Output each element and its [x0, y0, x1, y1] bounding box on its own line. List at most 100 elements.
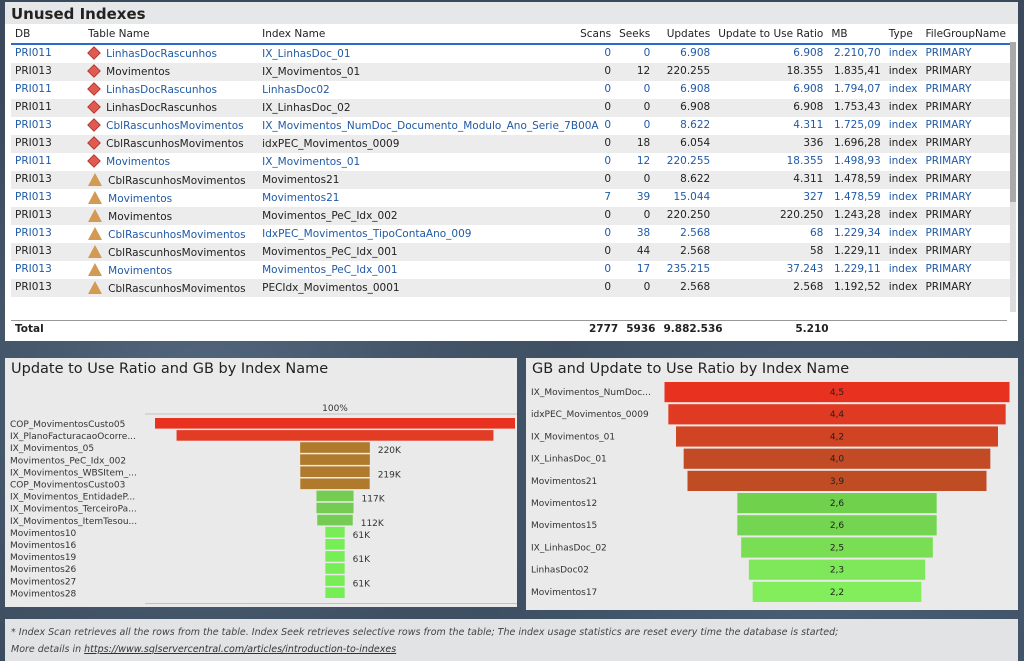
- cell-ratio: 37.243: [714, 261, 828, 279]
- category-label: IX_PlanoFacturacaoOcorre...: [10, 432, 136, 442]
- column-header[interactable]: DB: [11, 24, 85, 45]
- cell-updates: 2.568: [654, 225, 715, 243]
- table-row[interactable]: PRI013 Movimentos Movimentos_PeC_Idx_002 0 0…: [11, 207, 1010, 225]
- funnel-bar[interactable]: [668, 404, 1006, 425]
- funnel-bar[interactable]: [325, 563, 345, 574]
- table-row[interactable]: PRI013 CblRascunhosMovimentos Movimentos_P…: [11, 243, 1010, 261]
- funnel-bar[interactable]: [300, 442, 370, 453]
- funnel-bar[interactable]: [741, 537, 933, 558]
- cell-mb: 2.210,70: [827, 44, 885, 63]
- funnel-bar[interactable]: [317, 514, 353, 526]
- table-row[interactable]: PRI011 LinhasDocRascunhos LinhasDoc02 0 0 6.9…: [11, 81, 1010, 99]
- cell-ratio: 2.568: [714, 279, 828, 297]
- cell-index: IX_LinhasDoc_02: [258, 99, 577, 117]
- column-header[interactable]: FileGroupName: [921, 24, 1010, 45]
- cell-db: PRI013: [11, 63, 85, 81]
- table-row[interactable]: PRI013 CblRascunhosMovimentos PECIdx_Movim…: [11, 279, 1010, 297]
- funnel-bar[interactable]: [737, 515, 937, 536]
- total-scans: 2777: [585, 320, 623, 339]
- funnel-bar[interactable]: [683, 448, 991, 469]
- cell-mb: 1.725,09: [827, 117, 885, 135]
- funnel-bar[interactable]: [316, 502, 354, 514]
- more-details-link[interactable]: https://www.sqlservercentral.com/article…: [84, 644, 397, 655]
- data-label: 4,4: [830, 410, 845, 420]
- funnel-bar[interactable]: [325, 551, 345, 562]
- table-row[interactable]: PRI013 CblRascunhosMovimentos IdxPEC_Movim…: [11, 225, 1010, 243]
- cell-seeks: 0: [615, 207, 655, 225]
- table-row[interactable]: PRI013 Movimentos IX_Movimentos_01 0 12 220.2…: [11, 63, 1010, 81]
- table-name-text: Movimentos: [108, 265, 173, 277]
- category-label: IX_Movimentos_05: [10, 444, 94, 454]
- cell-db: PRI011: [11, 81, 85, 99]
- funnel-chart-gb-panel: GB and Update to Use Ratio by Index Name…: [526, 358, 1018, 610]
- cell-index: IX_Movimentos_01: [258, 153, 577, 171]
- table-name-text: CblRascunhosMovimentos: [108, 229, 246, 241]
- funnel-bar[interactable]: [325, 587, 345, 598]
- funnel-bar[interactable]: [300, 466, 370, 477]
- column-header[interactable]: Table Name: [84, 24, 259, 45]
- table-row[interactable]: PRI013 CblRascunhosMovimentos Movimentos21…: [11, 171, 1010, 189]
- table-row[interactable]: PRI013 Movimentos Movimentos_PeC_Idx_001 0 1…: [11, 261, 1010, 279]
- funnel-bar[interactable]: [325, 539, 345, 550]
- funnel-bar[interactable]: [300, 454, 370, 465]
- table-row[interactable]: PRI011 Movimentos IX_Movimentos_01 0 12 220.2…: [11, 153, 1010, 171]
- funnel-bar[interactable]: [325, 526, 345, 538]
- total-empty: [926, 320, 1007, 339]
- table-scroll-area[interactable]: DB Table Name Index Name Scans Seeks Updates U…: [5, 24, 1018, 324]
- funnel-chart-gb: IX_Movimentos_NumDoc... 4,5 idxPEC_Movimen…: [531, 382, 1010, 602]
- column-header[interactable]: Scans: [576, 24, 616, 45]
- funnel-bar[interactable]: [752, 581, 922, 602]
- category-label: Movimentos10: [10, 529, 77, 539]
- data-label: 2,6: [830, 521, 845, 531]
- funnel-bar[interactable]: [737, 493, 937, 514]
- table-row[interactable]: PRI013 Movimentos Movimentos21 7 39 15.044 327…: [11, 189, 1010, 207]
- cell-ratio: 18.355: [714, 63, 828, 81]
- cell-mb: 1.498,93: [827, 153, 885, 171]
- column-header[interactable]: Seeks: [615, 24, 655, 45]
- category-label: IX_Movimentos_01: [531, 432, 615, 442]
- funnel-bar[interactable]: [664, 382, 1010, 403]
- table-name-text: Movimentos: [106, 156, 171, 168]
- table-row[interactable]: PRI011 LinhasDocRascunhos IX_LinhasDoc_01 0…: [11, 44, 1010, 63]
- funnel-bar[interactable]: [300, 478, 370, 490]
- column-header[interactable]: Type: [884, 24, 922, 45]
- funnel-bar[interactable]: [176, 430, 494, 441]
- funnel-bar[interactable]: [325, 575, 345, 586]
- data-label: 219K: [378, 470, 402, 480]
- cell-ratio: 68: [714, 225, 828, 243]
- cell-mb: 1.243,28: [827, 207, 885, 225]
- funnel-bar[interactable]: [155, 418, 515, 429]
- cell-mb: 1.229,34: [827, 225, 885, 243]
- cell-type: index: [884, 44, 922, 63]
- cell-ratio: 220.250: [714, 207, 828, 225]
- orange-triangle-icon: [88, 263, 103, 276]
- table-row[interactable]: PRI013 CblRascunhosMovimentos idxPEC_Movim…: [11, 135, 1010, 153]
- cell-updates: 220.255: [654, 153, 715, 171]
- cell-seeks: 0: [615, 99, 655, 117]
- table-scrollbar-thumb[interactable]: [1010, 42, 1016, 202]
- cell-index: Movimentos_PeC_Idx_001: [258, 261, 577, 279]
- funnel-bar[interactable]: [316, 490, 354, 502]
- table-row[interactable]: PRI013 CblRascunhosMovimentos IX_Movimento…: [11, 117, 1010, 135]
- column-header[interactable]: Index Name: [258, 24, 577, 45]
- column-header[interactable]: MB: [827, 24, 885, 45]
- cell-table: LinhasDocRascunhos: [84, 99, 259, 117]
- category-label: IX_Movimentos_WBSItem_...: [10, 468, 137, 478]
- cell-db: PRI013: [11, 189, 85, 207]
- red-diamond-icon: [87, 64, 101, 78]
- table-row[interactable]: PRI011 LinhasDocRascunhos IX_LinhasDoc_02 0…: [11, 99, 1010, 117]
- funnel-bar[interactable]: [687, 470, 987, 491]
- total-empty: [267, 320, 585, 339]
- cell-updates: 235.215: [654, 261, 715, 279]
- orange-triangle-icon: [88, 227, 103, 240]
- category-label: IX_Movimentos_NumDoc...: [531, 388, 651, 398]
- column-header[interactable]: Update to Use Ratio: [714, 24, 828, 45]
- data-label: 3,9: [830, 477, 845, 487]
- funnel-bar[interactable]: [748, 559, 926, 580]
- column-header[interactable]: Updates: [654, 24, 715, 45]
- category-label: Movimentos12: [531, 499, 597, 509]
- cell-fg: PRIMARY: [921, 153, 1010, 171]
- table-name-text: CblRascunhosMovimentos: [106, 138, 244, 150]
- cell-ratio: 6.908: [714, 81, 828, 99]
- funnel-bar[interactable]: [676, 426, 998, 447]
